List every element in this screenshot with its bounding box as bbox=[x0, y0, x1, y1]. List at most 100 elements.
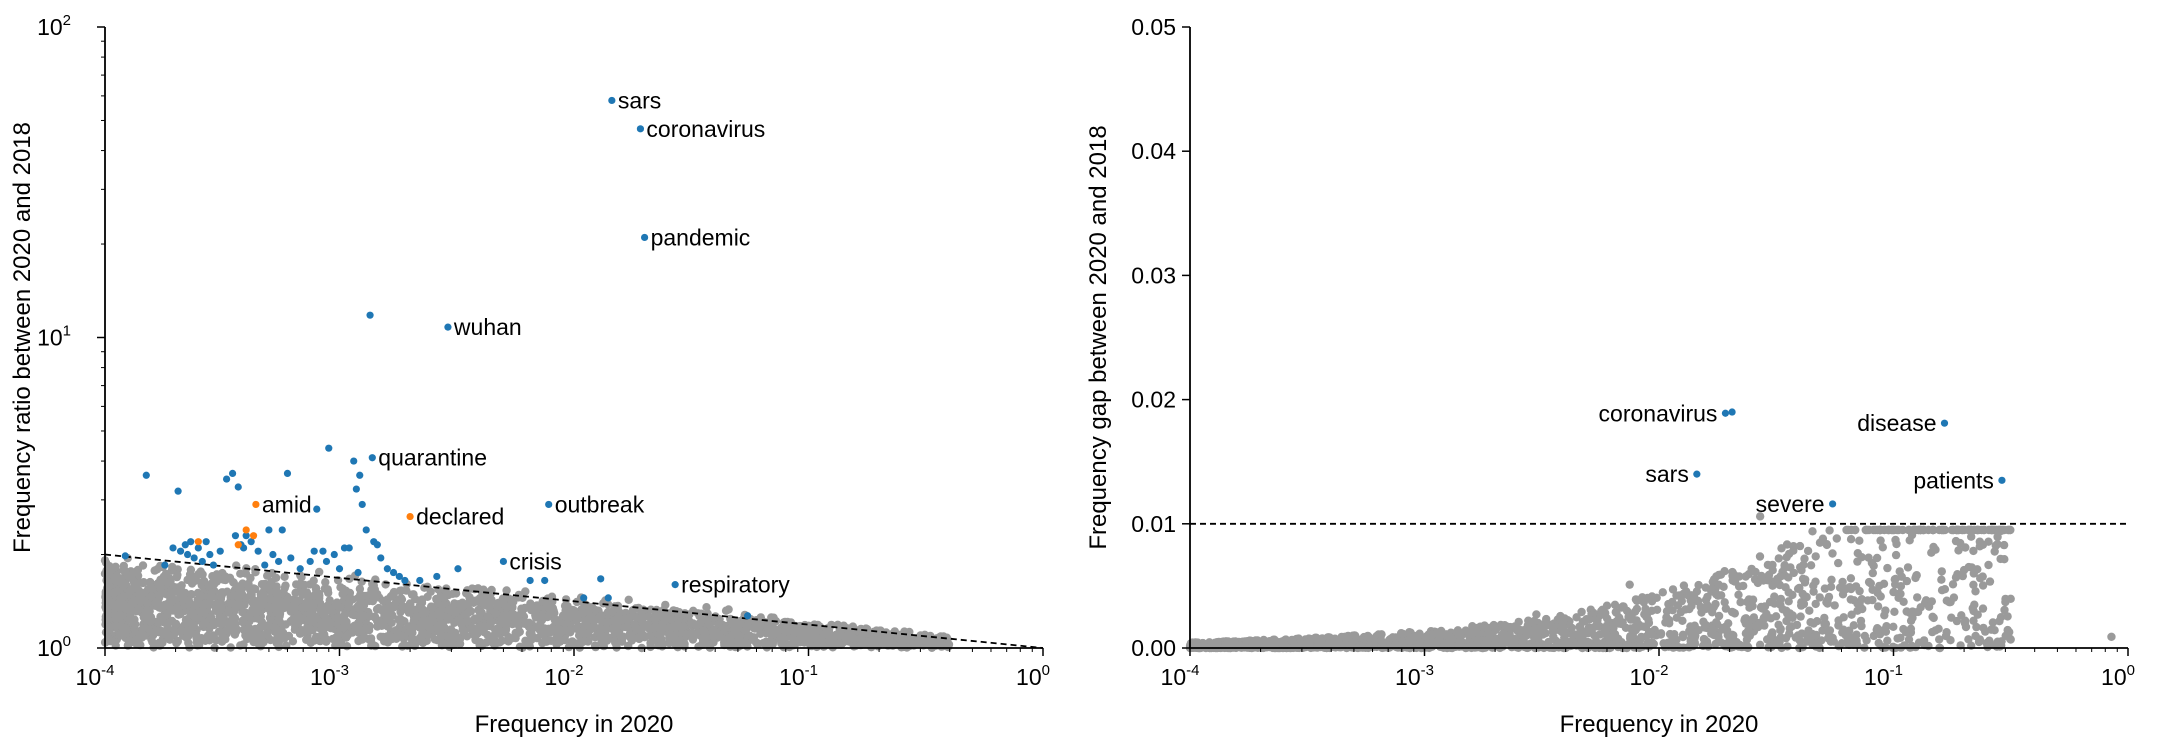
point-label-disease: disease bbox=[1857, 410, 1936, 436]
background-point bbox=[1643, 639, 1652, 648]
background-point bbox=[1631, 595, 1641, 604]
background-point bbox=[302, 598, 312, 607]
background-point bbox=[436, 606, 445, 616]
background-point bbox=[105, 625, 114, 634]
point-label-declared: declared bbox=[416, 504, 504, 530]
background-point bbox=[745, 631, 755, 640]
background-point bbox=[719, 624, 729, 633]
highlight-point bbox=[350, 457, 358, 465]
x-tick-label: 10-3 bbox=[310, 662, 349, 690]
background-point bbox=[1862, 636, 1871, 645]
background-point bbox=[1804, 626, 1813, 635]
background-point bbox=[1760, 602, 1770, 611]
background-point bbox=[1717, 591, 1726, 600]
background-point bbox=[1789, 546, 1798, 555]
background-point bbox=[1986, 525, 1996, 535]
x-tick-label: 10-4 bbox=[76, 662, 115, 690]
ratio-scatter-panel: sarscoronaviruspandemicwuhanquarantineam… bbox=[37, 12, 1050, 690]
highlight-point bbox=[161, 561, 169, 569]
background-point bbox=[841, 634, 850, 643]
background-point bbox=[1971, 631, 1980, 641]
background-point bbox=[1668, 634, 1677, 644]
background-point bbox=[1422, 632, 1431, 641]
background-point bbox=[1985, 577, 1995, 586]
highlight-point bbox=[216, 547, 224, 555]
background-point bbox=[899, 633, 908, 643]
background-point bbox=[1200, 642, 1210, 652]
background-point bbox=[336, 583, 345, 592]
background-point bbox=[2001, 631, 2010, 640]
background-point bbox=[1776, 626, 1785, 635]
background-point bbox=[115, 630, 125, 640]
point-label-respiratory: respiratory bbox=[681, 572, 790, 598]
background-point bbox=[1656, 629, 1666, 638]
background-point bbox=[1946, 636, 1955, 645]
background-point bbox=[1846, 535, 1856, 544]
background-point bbox=[1773, 637, 1782, 646]
background-point bbox=[1556, 611, 1565, 621]
background-point bbox=[1678, 616, 1687, 625]
background-point bbox=[311, 584, 321, 594]
background-point bbox=[578, 637, 588, 647]
background-point bbox=[1868, 585, 1877, 594]
background-point bbox=[1849, 621, 1859, 630]
background-point bbox=[377, 605, 386, 615]
background-point bbox=[727, 616, 737, 625]
background-point bbox=[650, 622, 659, 632]
background-point bbox=[763, 623, 772, 632]
background-point bbox=[137, 633, 147, 642]
labeled-point-disease bbox=[1940, 419, 1949, 427]
x-tick-label: 100 bbox=[2101, 662, 2135, 690]
background-point bbox=[111, 621, 120, 631]
highlight-point bbox=[249, 532, 258, 540]
background-point bbox=[1991, 541, 2001, 550]
background-point bbox=[325, 596, 334, 605]
background-point bbox=[608, 607, 617, 616]
background-point bbox=[1858, 604, 1867, 614]
background-point bbox=[240, 600, 249, 610]
background-point bbox=[1311, 633, 1320, 643]
background-point bbox=[186, 565, 196, 574]
background-point bbox=[1640, 610, 1649, 619]
background-point bbox=[1978, 604, 1988, 613]
highlight-point bbox=[206, 550, 214, 559]
background-point bbox=[1770, 599, 1779, 608]
background-point bbox=[199, 576, 208, 586]
background-point bbox=[182, 633, 191, 643]
background-point bbox=[256, 590, 265, 599]
background-point bbox=[1855, 536, 1864, 545]
background-point bbox=[542, 600, 552, 609]
background-point bbox=[170, 587, 179, 597]
background-point bbox=[412, 612, 421, 621]
background-point bbox=[1696, 602, 1705, 612]
labeled-point-quarantine bbox=[368, 454, 376, 462]
background-point bbox=[631, 623, 640, 632]
highlight-point bbox=[278, 526, 286, 534]
background-point bbox=[187, 579, 197, 588]
background-point bbox=[348, 628, 357, 637]
background-point bbox=[139, 613, 148, 622]
background-point bbox=[155, 603, 164, 612]
background-point bbox=[1511, 623, 1520, 632]
background-point bbox=[266, 595, 275, 604]
background-point bbox=[507, 595, 516, 604]
background-point bbox=[1305, 637, 1314, 647]
background-point bbox=[1351, 631, 1360, 640]
background-point bbox=[321, 634, 331, 644]
background-point bbox=[1652, 605, 1662, 614]
background-point bbox=[427, 602, 436, 611]
background-point bbox=[1532, 633, 1542, 643]
background-point bbox=[1927, 597, 1937, 606]
background-point bbox=[619, 632, 628, 641]
background-point bbox=[1891, 535, 1900, 545]
background-point bbox=[2000, 605, 2009, 615]
background-point bbox=[1815, 593, 1825, 602]
background-point bbox=[188, 622, 197, 632]
background-point bbox=[1694, 580, 1703, 590]
x-tick-exponent: -4 bbox=[101, 662, 114, 679]
background-point bbox=[247, 634, 256, 643]
highlight-point bbox=[190, 554, 198, 562]
highlight-point bbox=[209, 561, 218, 569]
highlight-point bbox=[345, 544, 353, 552]
x-tick-label: 10-2 bbox=[545, 662, 584, 690]
